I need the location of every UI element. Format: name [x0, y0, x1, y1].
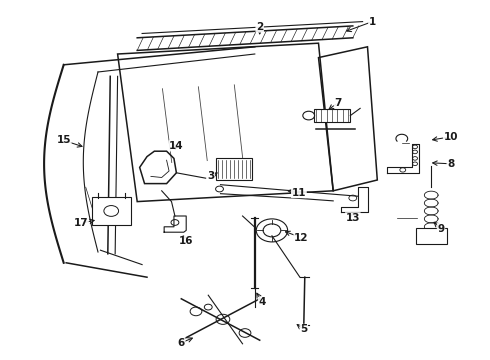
Text: 13: 13: [345, 213, 360, 223]
Text: 6: 6: [178, 338, 185, 348]
Bar: [314, 109, 350, 122]
Text: 16: 16: [179, 236, 194, 246]
Text: 4: 4: [258, 297, 266, 307]
Text: 11: 11: [292, 188, 306, 198]
Text: 5: 5: [300, 324, 307, 334]
Text: 17: 17: [74, 218, 88, 228]
Text: 3: 3: [207, 171, 214, 181]
Text: 2: 2: [256, 22, 263, 32]
FancyBboxPatch shape: [416, 228, 447, 244]
Text: 8: 8: [447, 159, 454, 169]
Text: 10: 10: [443, 132, 458, 142]
Bar: [216, 158, 252, 180]
Text: 15: 15: [56, 135, 71, 145]
Text: 9: 9: [438, 224, 444, 234]
Text: 12: 12: [294, 233, 309, 243]
Text: 14: 14: [169, 141, 184, 151]
Text: 7: 7: [334, 98, 342, 108]
FancyBboxPatch shape: [92, 197, 131, 225]
Text: 1: 1: [369, 17, 376, 27]
